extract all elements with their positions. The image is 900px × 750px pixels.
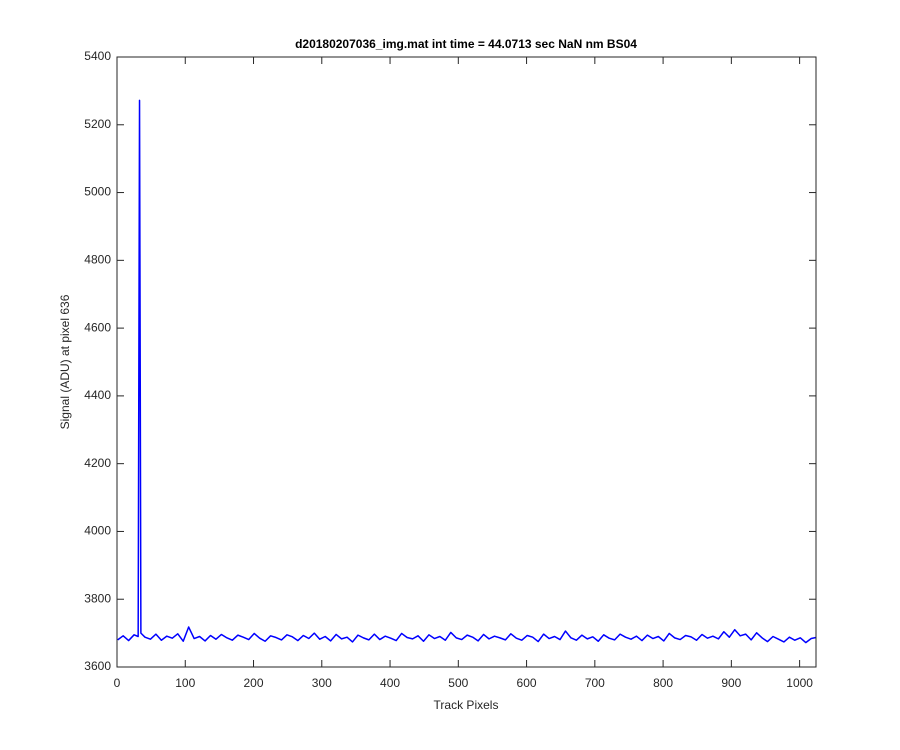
y-tick-label: 4200 bbox=[84, 456, 111, 470]
x-tick-label: 700 bbox=[585, 676, 605, 690]
x-tick-label: 1000 bbox=[786, 676, 813, 690]
data-line bbox=[117, 99, 817, 644]
y-tick-label: 4600 bbox=[84, 320, 111, 334]
y-tick-label: 5400 bbox=[84, 49, 111, 63]
axes-box bbox=[116, 56, 817, 668]
y-tick-label: 4400 bbox=[84, 388, 111, 402]
x-tick-label: 100 bbox=[175, 676, 195, 690]
y-tick-label: 3800 bbox=[84, 591, 111, 605]
x-tick-label: 0 bbox=[114, 676, 121, 690]
x-tick-label: 600 bbox=[517, 676, 537, 690]
x-tick-label: 400 bbox=[380, 676, 400, 690]
chart-title: d20180207036_img.mat int time = 44.0713 … bbox=[295, 37, 637, 51]
x-tick-label: 900 bbox=[721, 676, 741, 690]
x-tick-label: 300 bbox=[312, 676, 332, 690]
x-axis-label: Track Pixels bbox=[434, 698, 499, 712]
y-tick-label: 5000 bbox=[84, 185, 111, 199]
x-tick-label: 500 bbox=[448, 676, 468, 690]
y-tick-label: 3600 bbox=[84, 659, 111, 673]
y-tick-label: 5200 bbox=[84, 117, 111, 131]
y-tick-label: 4800 bbox=[84, 253, 111, 267]
y-axis-label: Signal (ADU) at pixel 636 bbox=[58, 294, 72, 429]
y-tick-label: 4000 bbox=[84, 524, 111, 538]
x-tick-label: 200 bbox=[244, 676, 264, 690]
x-tick-label: 800 bbox=[653, 676, 673, 690]
